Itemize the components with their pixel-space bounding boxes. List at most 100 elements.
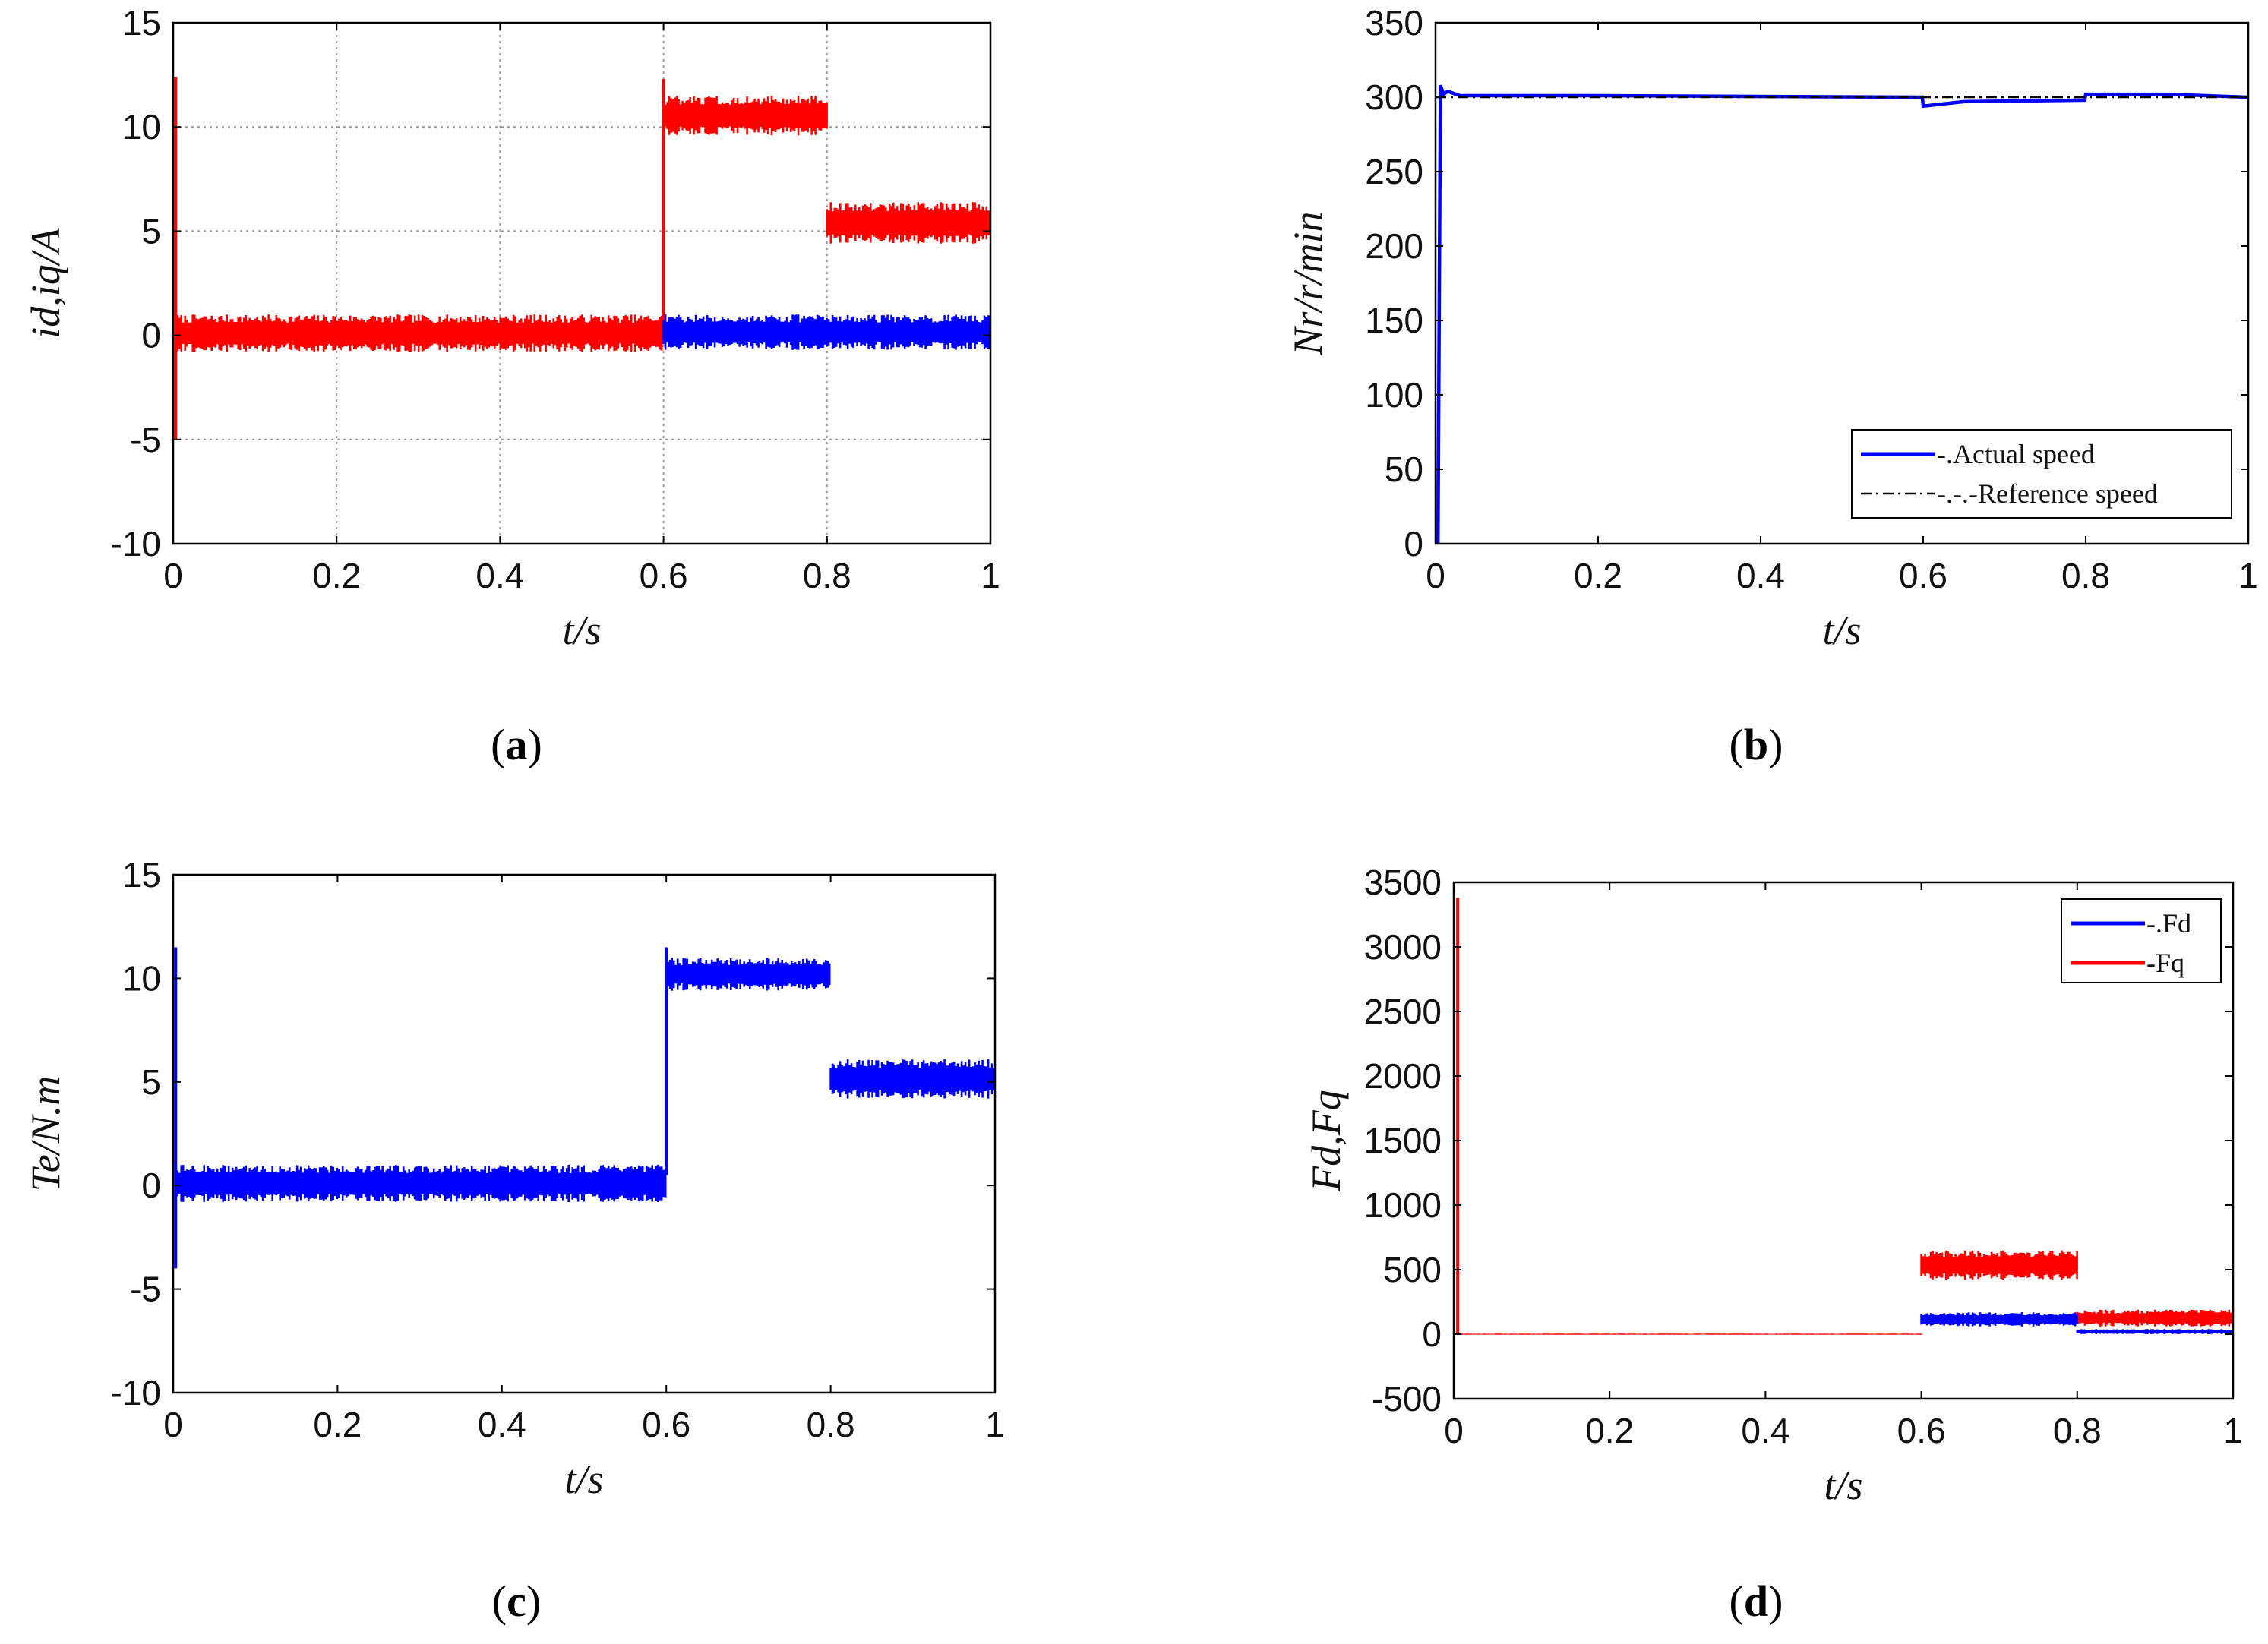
- y-tick-label: 300: [1365, 77, 1423, 117]
- y-tick-label: 2500: [1364, 992, 1442, 1031]
- caption-letter: c: [507, 1576, 526, 1626]
- plot-data: [1456, 898, 2233, 1335]
- caption-paren-open: (: [492, 1576, 507, 1626]
- y-tick-label: 2000: [1364, 1056, 1442, 1096]
- chart-b: 0 0.2 0.4 0.6 0.8 1 0 50 100 150 200 250 300 350 t/s Nr…: [1285, 3, 2258, 769]
- y-tick-label: 0: [1422, 1314, 1442, 1354]
- x-tick-label: 0.2: [313, 1405, 362, 1444]
- legend: -.Actual speed -.-.-Reference speed: [1851, 429, 2232, 519]
- y-tick-label: 3000: [1364, 927, 1442, 967]
- x-tick-label: 0.4: [475, 556, 524, 595]
- y-axis-label: Fd,Fq: [1303, 1090, 1349, 1191]
- y-tick-label: 100: [1365, 375, 1423, 415]
- x-tick-label: 0.2: [312, 556, 361, 595]
- series-iq-band: [826, 202, 990, 244]
- series-fq-band: [2076, 1309, 2233, 1327]
- x-tick-label: 0.6: [642, 1405, 690, 1444]
- y-tick-label: -5: [130, 1270, 161, 1309]
- y-tick-label: -5: [130, 420, 161, 459]
- x-tick-label: 1: [2238, 556, 2258, 595]
- caption-paren-open: (: [1729, 720, 1744, 769]
- caption-letter: d: [1744, 1576, 1768, 1626]
- caption-paren-open: (: [491, 720, 505, 769]
- chart-c: 0 0.2 0.4 0.6 0.8 1 -10 -5 0 5 10 15 t/s Te/N.m (c): [23, 855, 1005, 1626]
- x-tick-label: 1: [981, 556, 1000, 595]
- y-tick-label: 0: [141, 316, 161, 355]
- caption-paren-close: ): [1768, 720, 1783, 769]
- x-axis-label: t/s: [1824, 1463, 1862, 1508]
- y-tick-label: 5: [141, 1062, 161, 1102]
- x-tick-label: 1: [2223, 1411, 2243, 1450]
- x-tick-label: 0: [163, 556, 183, 595]
- series-fq-band: [1456, 1333, 1922, 1335]
- chart-d: 0 0.2 0.4 0.6 0.8 1-5000500100015002000250030…: [1303, 863, 2243, 1626]
- x-tick-label: 0.2: [1574, 556, 1622, 595]
- chart-a: 0 0.2 0.4 0.6 0.8 1 -10 -5 0 5 10 15 t/s id,iq/A (a): [23, 3, 1000, 769]
- x-axis-label: t/s: [1822, 607, 1861, 653]
- y-tick-label: 0: [141, 1166, 161, 1205]
- plot-data: [174, 947, 995, 1269]
- x-tick-label: 0.6: [1897, 1411, 1946, 1450]
- y-tick-label: 0: [1404, 524, 1423, 563]
- series-te-band: [829, 1059, 995, 1099]
- x-tick-label: 0.4: [1736, 556, 1785, 595]
- caption-letter: b: [1744, 720, 1768, 769]
- x-tick-label: 0.8: [803, 556, 851, 595]
- x-tick-label: 0: [1426, 556, 1445, 595]
- caption-letter: a: [506, 720, 528, 769]
- y-tick-label: 3500: [1364, 863, 1442, 902]
- series-iq-band: [174, 314, 663, 352]
- panel-caption: (d): [1729, 1576, 1783, 1626]
- y-tick-label: 5: [141, 211, 161, 251]
- series-te-band: [174, 1164, 667, 1202]
- x-axis-label: t/s: [564, 1456, 603, 1502]
- x-tick-label: 0.6: [640, 556, 688, 595]
- y-tick-label: 500: [1383, 1250, 1442, 1289]
- y-tick-label: -500: [1372, 1379, 1442, 1418]
- legend-box: [1851, 429, 2232, 519]
- x-tick-label: 0.8: [2053, 1411, 2102, 1450]
- y-tick-label: 10: [122, 958, 161, 998]
- caption-paren-open: (: [1729, 1576, 1744, 1626]
- x-tick-label: 0.4: [478, 1405, 526, 1444]
- y-tick-label: 250: [1365, 152, 1423, 191]
- y-tick-label: 1500: [1364, 1121, 1442, 1160]
- x-tick-label: 0: [1444, 1411, 1464, 1450]
- legend-label: -.Fd: [2146, 908, 2191, 939]
- series-fd-band: [1920, 1312, 2078, 1327]
- x-axis-label: t/s: [562, 607, 601, 653]
- x-tick-label: 1: [985, 1405, 1005, 1444]
- y-tick-label: 15: [122, 3, 161, 43]
- y-tick-label: 200: [1365, 226, 1423, 266]
- y-tick-label: 50: [1385, 450, 1423, 489]
- y-tick-label: 1000: [1364, 1185, 1442, 1225]
- x-tick-label: 0.8: [807, 1405, 855, 1444]
- y-axis-label: id,iq/A: [23, 227, 68, 339]
- y-tick-label: -10: [111, 524, 161, 563]
- legend-label: -.Actual speed: [1937, 439, 2095, 469]
- y-tick-label: 10: [122, 107, 161, 147]
- plot-frame: [172, 873, 997, 1394]
- x-tick-label: 0.6: [1899, 556, 1947, 595]
- y-tick-label: 150: [1365, 301, 1423, 340]
- y-tick-label: -10: [111, 1373, 161, 1412]
- x-tick-label: 0.2: [1585, 1411, 1634, 1450]
- legend-label: -Fq: [2146, 948, 2184, 978]
- series-fq-band: [1920, 1250, 2078, 1280]
- caption-paren-close: ): [526, 1576, 541, 1626]
- x-tick-label: 0: [163, 1405, 183, 1444]
- plot-frame: [1434, 21, 2250, 545]
- legend-label: -.-.-Reference speed: [1937, 478, 2158, 509]
- panel-caption: (a): [491, 720, 542, 769]
- panel-caption: (c): [492, 1576, 541, 1626]
- series-iq-band: [662, 96, 828, 136]
- caption-paren-close: ): [528, 720, 542, 769]
- y-axis-label: Te/N.m: [23, 1076, 68, 1192]
- y-tick-label: 15: [122, 855, 161, 895]
- series-te-band: [665, 958, 831, 991]
- series-fd-band: [2076, 1329, 2233, 1334]
- panel-caption: (b): [1729, 720, 1783, 769]
- series-id-band: [662, 314, 990, 350]
- caption-paren-close: ): [1768, 1576, 1783, 1626]
